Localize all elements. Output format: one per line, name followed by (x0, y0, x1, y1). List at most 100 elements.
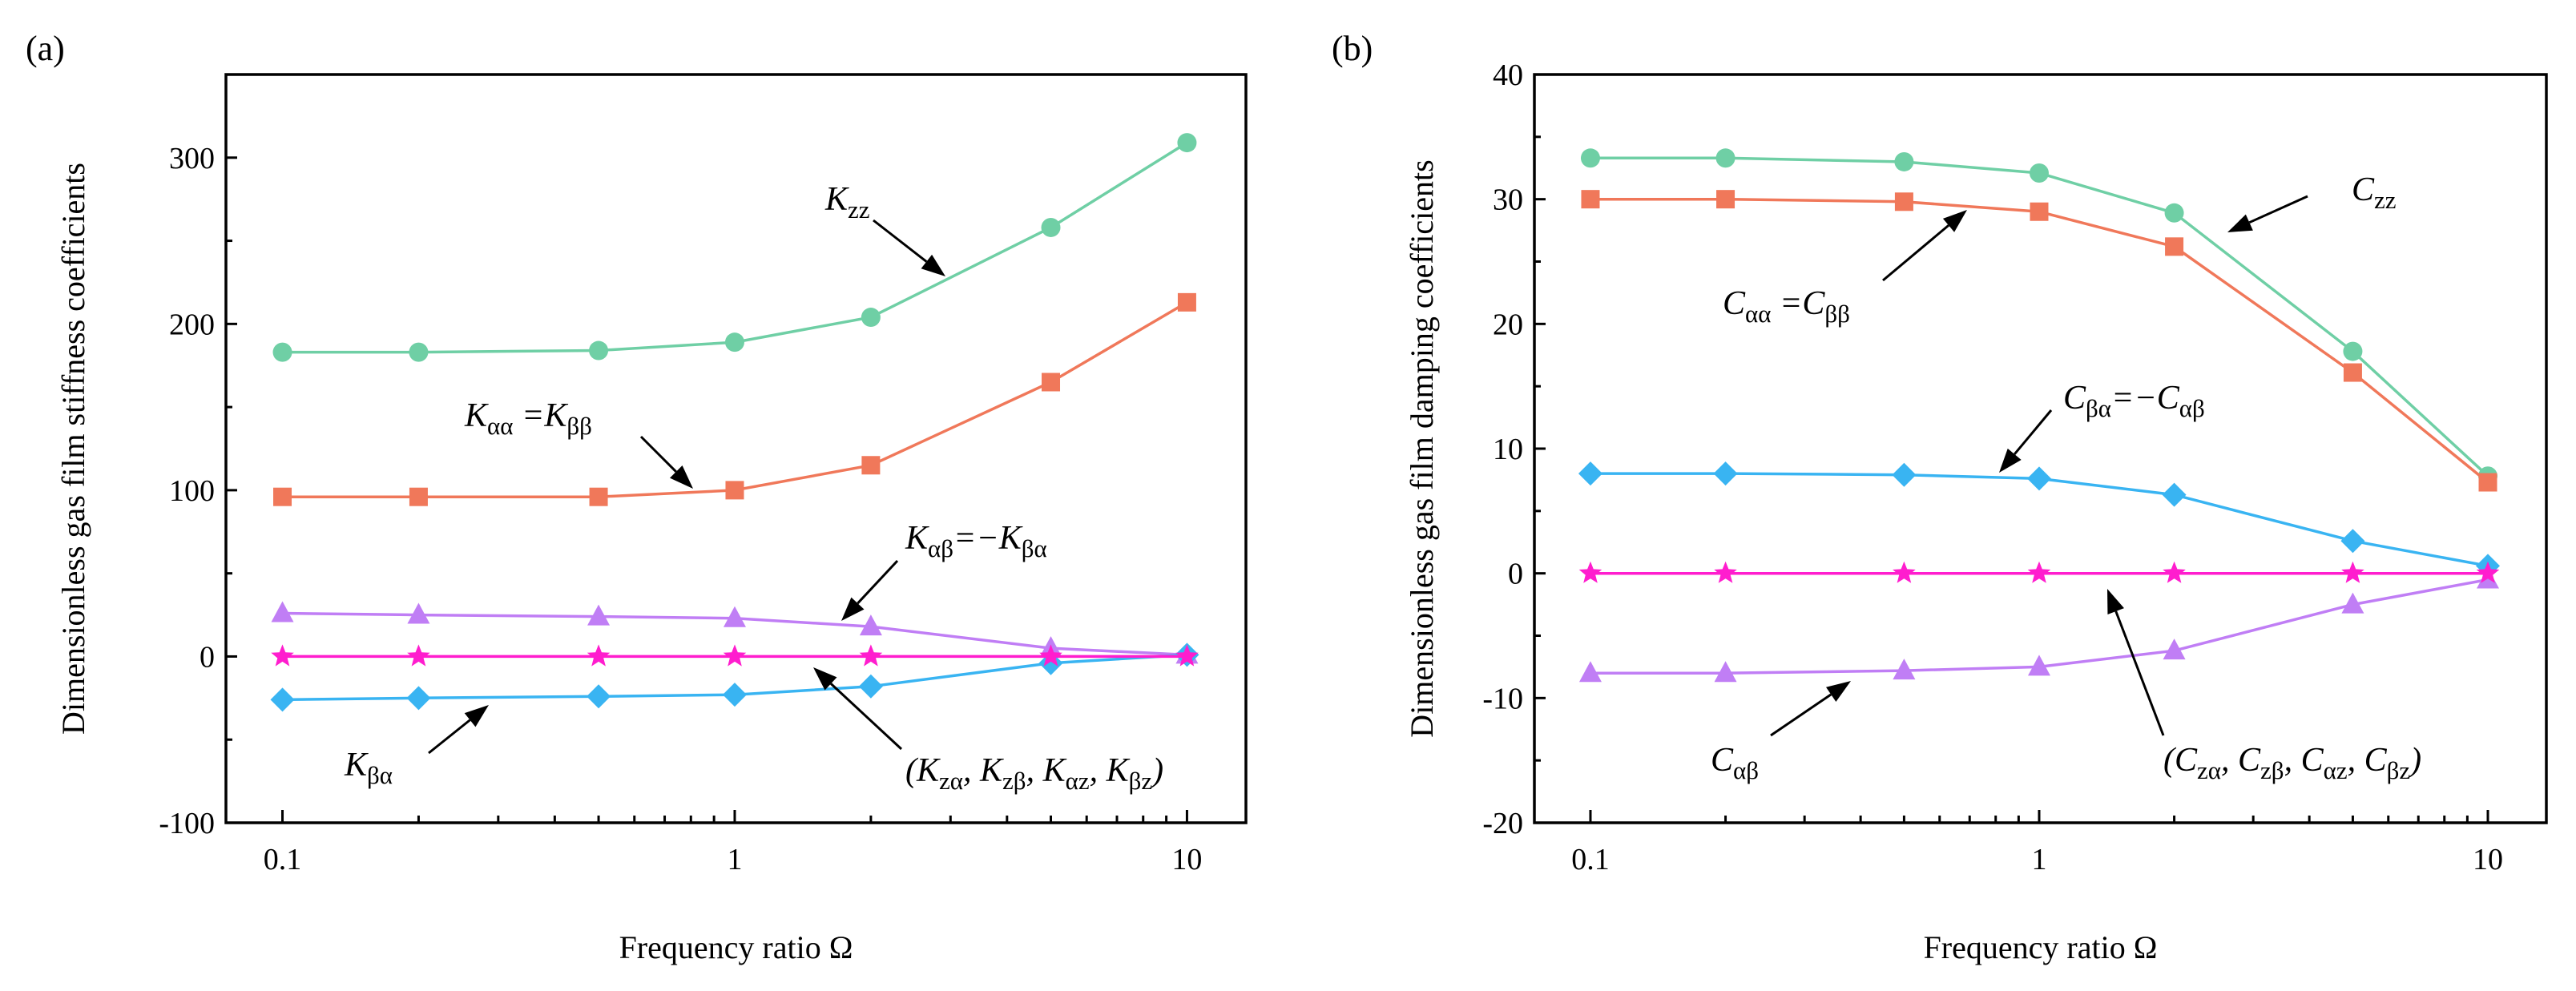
y-tick-label: 30 (1493, 183, 1523, 217)
data-point (273, 487, 292, 506)
series-3 (1578, 567, 2500, 683)
annotation-label-4: (Czα, Czβ, Cαz, Cβz) (2163, 742, 2421, 784)
data-point (587, 684, 611, 709)
data-point (1714, 661, 1737, 683)
data-point (859, 644, 883, 667)
series-2 (1578, 461, 2501, 578)
data-point (2163, 639, 2186, 660)
series-0 (1580, 148, 2498, 486)
y-tick-label: 0 (200, 640, 215, 674)
data-point (859, 614, 882, 636)
data-point (2027, 561, 2051, 583)
annotation-label-0: Kzz (824, 181, 870, 224)
series-0 (272, 133, 1197, 362)
data-point (272, 342, 292, 362)
annotation-arrow-4 (813, 667, 903, 751)
series-4 (1578, 561, 2500, 583)
data-point (1894, 192, 1913, 211)
data-point (722, 683, 747, 707)
data-point (1892, 462, 1917, 487)
x-tick-label: 1 (2031, 843, 2046, 876)
data-point (409, 342, 429, 362)
y-tick-label: -100 (159, 807, 215, 840)
data-point (724, 332, 744, 352)
data-point (2341, 592, 2364, 614)
annotation-label-1: Cαα =Cββ (1723, 285, 1850, 328)
data-point (1893, 561, 1916, 583)
annotation-arrow-0 (873, 219, 945, 276)
y-tick-label: 100 (169, 474, 215, 508)
data-point (1894, 151, 1914, 171)
data-point (271, 601, 294, 622)
annotation-arrow-2 (841, 559, 899, 621)
data-point (1041, 217, 1061, 237)
annotation-label-3: Cαβ (1711, 742, 1759, 784)
annotation-label-2: Kαβ=−Kβα (905, 520, 1047, 562)
series-3 (270, 643, 1199, 712)
y-tick-label: 200 (169, 308, 215, 341)
annotation-arrow-3 (1770, 681, 1851, 737)
y-tick-label: -10 (1482, 682, 1523, 715)
data-point (723, 644, 747, 667)
y-tick-label: 0 (1508, 558, 1523, 591)
y-tick-label: 10 (1493, 433, 1523, 466)
data-point (406, 686, 431, 711)
data-point (1177, 133, 1197, 153)
data-point (1716, 190, 1735, 209)
y-axis-label: Dimensionless gas film stiffness coeffic… (55, 163, 91, 735)
y-tick-label: 20 (1493, 308, 1523, 341)
data-point (2343, 363, 2362, 382)
annotation-label-4: (Kzα, Kzβ, Kαz, Kβz) (905, 752, 1163, 795)
annotation-label-2: Cβα=−Cαβ (2063, 380, 2205, 422)
data-point (587, 604, 611, 626)
data-point (1175, 644, 1199, 667)
y-tick-label: -20 (1482, 807, 1523, 840)
data-point (2030, 202, 2049, 221)
data-point (2478, 473, 2497, 492)
annotation-arrow-1 (1882, 210, 1967, 282)
series-1 (1581, 190, 2497, 492)
data-point (1715, 148, 1735, 168)
panel-b-damping: -20 -10 0 10 20 30 40 0.1 1 10 Frequency ratio Ω Di… (1332, 29, 2548, 965)
data-point (723, 606, 746, 627)
data-point (407, 644, 430, 667)
annotation-arrow-2 (1999, 409, 2053, 473)
data-point (2164, 203, 2184, 223)
data-point (1578, 461, 1602, 486)
data-point (2029, 163, 2049, 183)
data-point (2476, 561, 2500, 583)
data-point (587, 644, 611, 667)
annotation-arrow-3 (428, 705, 489, 755)
data-point (271, 644, 294, 667)
x-axis-label: Frequency ratio Ω (619, 929, 853, 965)
y-axis-label: Dimensionless gas film damping coefficie… (1404, 159, 1440, 737)
y-tick-label: 300 (169, 142, 215, 175)
data-point (1714, 561, 1737, 583)
data-point (861, 308, 881, 328)
data-point (1039, 644, 1062, 667)
data-point (2162, 482, 2187, 507)
data-point (2165, 237, 2184, 256)
x-axis-label: Frequency ratio Ω (1924, 929, 2158, 965)
data-point (2343, 341, 2363, 361)
y-tick-label: 40 (1493, 58, 1523, 92)
data-point (1581, 190, 1600, 209)
data-point (861, 456, 881, 475)
annotation-label-1: Kαα =Kββ (464, 397, 592, 440)
data-point (1580, 148, 1600, 168)
data-point (2026, 466, 2051, 491)
annotation-arrow-1 (639, 435, 693, 489)
plot-frame (224, 73, 1248, 824)
data-point (409, 487, 428, 506)
data-point (725, 481, 744, 500)
data-point (407, 602, 430, 624)
panel-a-stiffness: -100 0 100 200 300 0.1 1 10 Frequency ratio Ω Dim… (26, 29, 1248, 965)
x-tick-label: 0.1 (264, 843, 302, 876)
data-point (270, 687, 295, 712)
x-tick-label: 10 (1171, 843, 1202, 876)
series-line (282, 141, 1188, 354)
x-tick-label: 1 (727, 843, 742, 876)
annotation-label-3: Kβα (344, 747, 393, 789)
data-point (2163, 561, 2186, 583)
annotation-arrow-4 (2107, 589, 2165, 736)
